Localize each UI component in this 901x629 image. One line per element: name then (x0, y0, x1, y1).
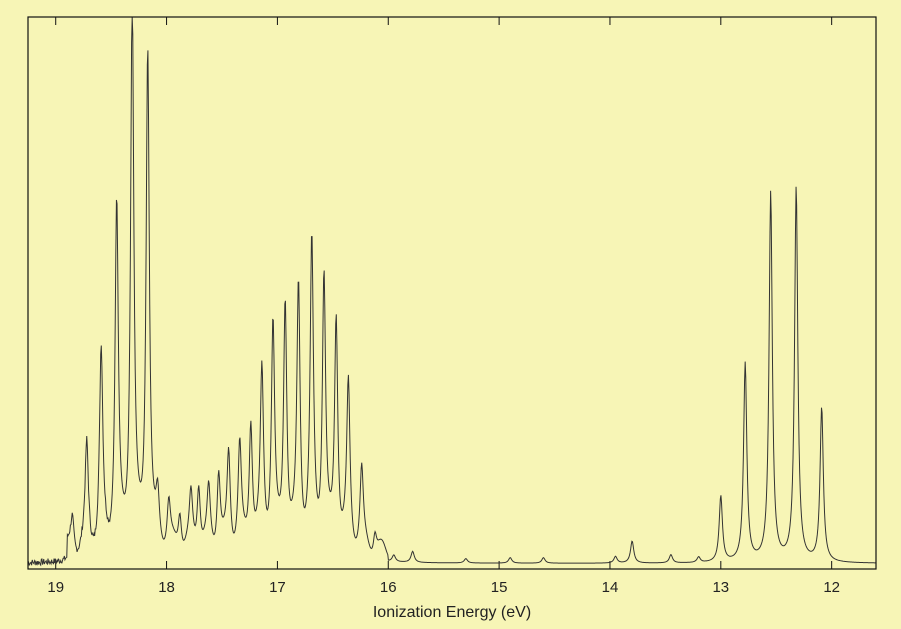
x-tick-label: 13 (712, 579, 729, 596)
x-tick-label: 17 (269, 579, 286, 596)
x-ticks: 19 18 17 16 15 14 13 12 (47, 17, 840, 596)
x-tick-label: 19 (47, 579, 64, 596)
plot-frame (27, 16, 877, 570)
spectrum-line (27, 16, 877, 567)
x-tick-label: 15 (491, 579, 508, 596)
x-tick-label: 18 (158, 579, 175, 596)
x-tick-label: 16 (380, 579, 397, 596)
x-tick-label: 14 (602, 579, 619, 596)
x-axis-label: Ionization Energy (eV) (373, 604, 531, 621)
x-tick-label: 12 (823, 579, 840, 596)
